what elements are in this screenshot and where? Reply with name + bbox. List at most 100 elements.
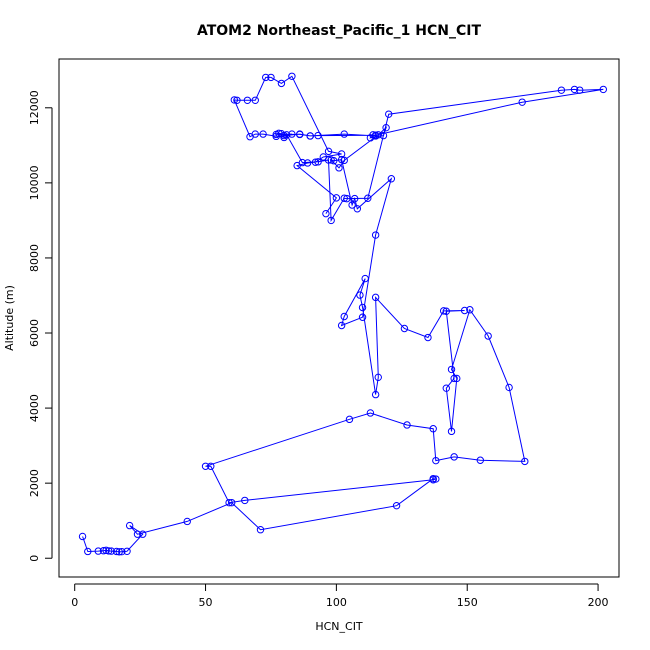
x-tick-label: 200 <box>588 596 609 609</box>
data-point <box>84 547 92 556</box>
data-point <box>112 547 121 556</box>
data-point <box>256 526 265 534</box>
data-point <box>371 293 380 302</box>
data-point <box>358 303 367 312</box>
data-point <box>379 131 388 140</box>
data-point <box>267 73 275 82</box>
data-point <box>599 85 607 94</box>
data-point <box>303 159 312 167</box>
data-point <box>424 333 432 342</box>
data-point <box>272 132 280 141</box>
data-point <box>241 496 249 505</box>
data-point <box>94 547 102 555</box>
data-point <box>139 530 147 538</box>
series-hcn-cit <box>78 72 607 556</box>
data-point <box>450 453 458 461</box>
data-point <box>442 384 450 392</box>
data-point <box>133 530 142 538</box>
data-point <box>123 547 131 555</box>
data-point <box>246 133 254 141</box>
data-point <box>251 96 259 104</box>
data-point <box>314 158 322 166</box>
data-point <box>432 456 440 465</box>
data-point <box>356 291 364 299</box>
data-point <box>78 532 87 541</box>
data-point <box>340 156 348 165</box>
data-point <box>351 194 359 203</box>
data-point <box>353 205 362 213</box>
data-point <box>280 133 288 142</box>
x-tick-label: 150 <box>457 596 478 609</box>
data-point <box>288 130 296 138</box>
x-tick-label: 50 <box>199 596 213 609</box>
y-tick-label: 2000 <box>28 469 41 497</box>
data-point <box>442 307 450 315</box>
data-point <box>125 521 134 530</box>
data-point <box>99 547 108 555</box>
data-point <box>392 501 401 510</box>
data-point <box>557 86 566 94</box>
data-point <box>183 517 191 526</box>
data-point <box>505 383 513 392</box>
y-tick-label: 4000 <box>28 394 41 422</box>
y-tick-label: 0 <box>28 555 41 562</box>
data-point <box>400 324 409 333</box>
y-tick-label: 8000 <box>28 244 41 272</box>
plot-frame <box>58 58 620 578</box>
data-point <box>364 194 372 202</box>
data-point <box>348 201 356 209</box>
chart-title: ATOM2 Northeast_Pacific_1 HCN_CIT <box>197 23 482 39</box>
data-point <box>337 321 346 330</box>
x-tick-label: 100 <box>326 596 347 609</box>
data-point <box>460 306 469 315</box>
data-point <box>280 131 288 140</box>
data-point <box>102 546 110 555</box>
data-point <box>105 547 113 555</box>
data-point <box>225 498 233 507</box>
data-point <box>570 85 579 94</box>
data-point <box>118 547 126 556</box>
data-point <box>447 365 456 374</box>
data-point <box>288 72 296 80</box>
data-point <box>207 462 215 470</box>
data-point <box>201 462 210 470</box>
data-point <box>576 86 584 94</box>
data-point <box>366 409 375 417</box>
data-point <box>259 130 267 138</box>
y-axis-label: Altitude (m) <box>3 285 16 351</box>
data-point <box>107 547 116 555</box>
data-point <box>322 209 330 218</box>
data-point <box>387 175 396 183</box>
data-point <box>228 498 236 507</box>
data-point <box>374 373 382 382</box>
data-point <box>327 156 335 164</box>
data-point <box>115 548 123 556</box>
data-point <box>233 96 241 104</box>
data-point <box>371 131 380 139</box>
x-axis: 0 50 100 150 200 <box>71 583 609 609</box>
data-point <box>277 79 286 88</box>
x-tick-label: 0 <box>71 596 78 609</box>
data-point <box>311 158 320 166</box>
data-point <box>319 153 327 161</box>
data-point <box>337 150 346 158</box>
data-point <box>340 130 348 138</box>
data-point <box>382 123 390 132</box>
data-point <box>450 374 458 383</box>
data-point <box>343 194 351 203</box>
data-point <box>371 390 380 399</box>
data-point <box>429 425 437 433</box>
data-point <box>306 132 314 140</box>
data-point <box>324 147 333 156</box>
data-point <box>447 427 456 436</box>
data-point <box>293 161 301 170</box>
data-point <box>327 216 335 225</box>
data-point <box>340 194 348 202</box>
y-tick-label: 12000 <box>28 90 41 125</box>
y-tick-label: 6000 <box>28 319 41 347</box>
data-point <box>243 96 252 104</box>
data-point <box>466 306 474 314</box>
data-point <box>230 96 239 104</box>
